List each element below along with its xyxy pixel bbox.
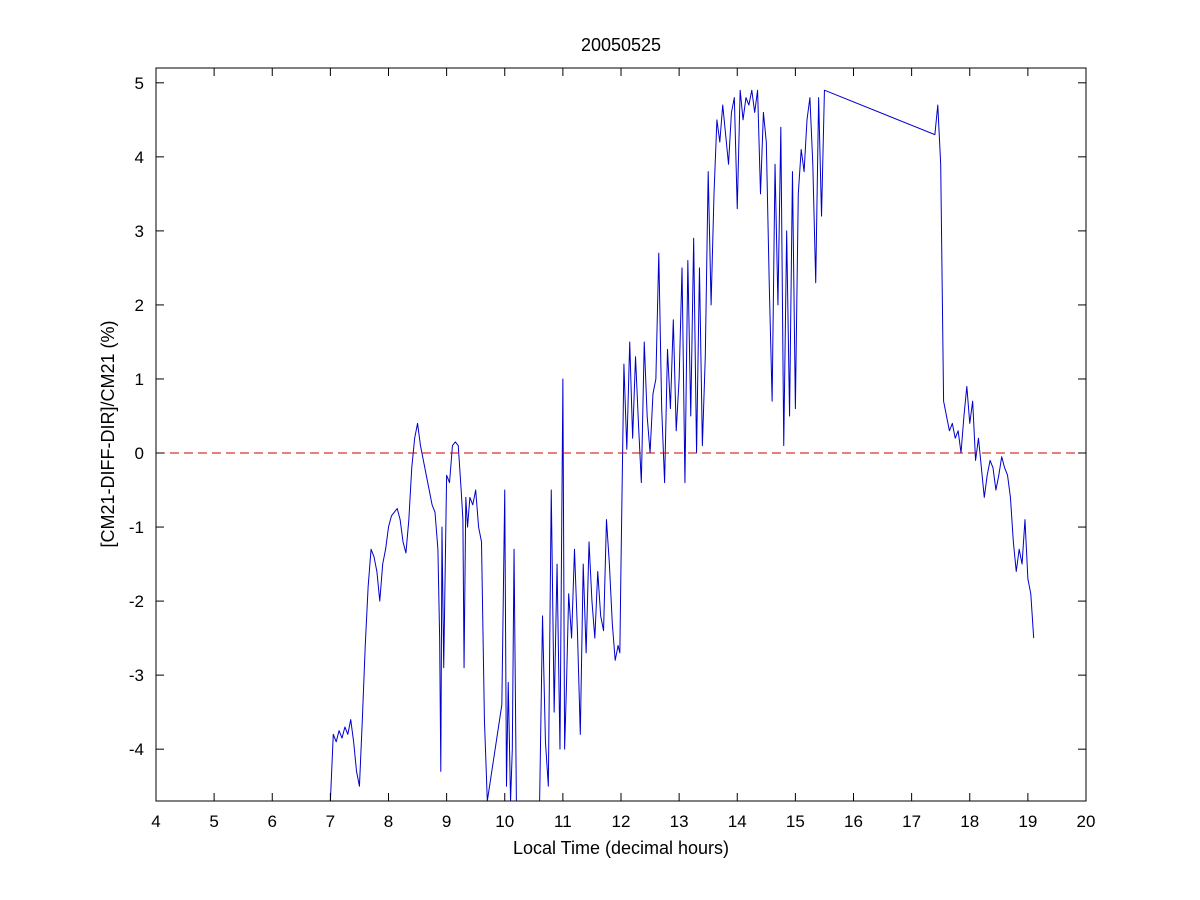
x-tick-label: 12 <box>612 812 631 831</box>
x-tick-label: 15 <box>786 812 805 831</box>
x-tick-label: 9 <box>442 812 451 831</box>
y-tick-label: 4 <box>135 148 144 167</box>
x-axis-ticks: 4 5 6 7 8 9 10 11 12 13 14 15 16 17 18 19 20 <box>151 68 1095 831</box>
y-axis-ticks: -4 -3 -2 -1 0 1 2 3 4 5 <box>129 74 1086 759</box>
chart-title: 20050525 <box>581 35 661 55</box>
series-line-0 <box>329 89 1035 802</box>
x-tick-label: 18 <box>960 812 979 831</box>
x-tick-label: 5 <box>209 812 218 831</box>
x-tick-label: 10 <box>495 812 514 831</box>
y-axis-label: [CM21-DIFF-DIR]/CM21 (%) <box>98 320 118 547</box>
x-tick-label: 8 <box>384 812 393 831</box>
x-tick-label: 4 <box>151 812 160 831</box>
y-tick-label: 3 <box>135 222 144 241</box>
x-tick-label: 17 <box>902 812 921 831</box>
x-tick-label: 16 <box>844 812 863 831</box>
y-tick-label: -4 <box>129 740 144 759</box>
x-tick-label: 19 <box>1018 812 1037 831</box>
x-tick-label: 20 <box>1077 812 1096 831</box>
y-tick-label: 0 <box>135 444 144 463</box>
y-tick-label: 5 <box>135 74 144 93</box>
x-tick-label: 6 <box>268 812 277 831</box>
y-tick-label: -2 <box>129 592 144 611</box>
x-axis-label: Local Time (decimal hours) <box>513 838 729 858</box>
x-tick-label: 13 <box>670 812 689 831</box>
x-tick-label: 14 <box>728 812 747 831</box>
series-group <box>329 89 1035 802</box>
plot-area <box>156 68 1086 801</box>
y-tick-label: 2 <box>135 296 144 315</box>
x-tick-label: 11 <box>554 812 572 831</box>
y-tick-label: -3 <box>129 666 144 685</box>
y-tick-label: -1 <box>129 518 144 537</box>
y-tick-label: 1 <box>135 370 144 389</box>
x-tick-label: 7 <box>326 812 335 831</box>
